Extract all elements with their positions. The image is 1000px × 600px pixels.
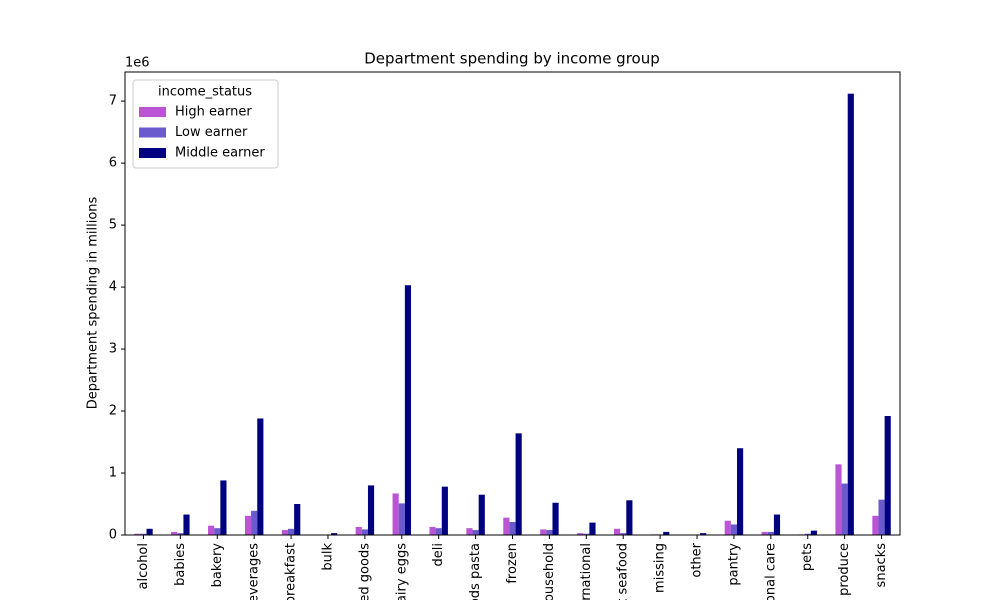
bar [613,528,621,535]
bar [361,529,368,535]
bar [847,93,854,535]
y-tick-label: 1 [109,466,117,481]
bar [730,524,738,535]
bar [503,517,510,535]
bar [737,448,744,535]
bar [257,418,264,535]
bar [773,514,781,535]
bar [251,510,258,535]
y-axis-label: Department spending in millions [86,196,101,409]
x-tick-label: dairy eggs [394,543,409,600]
x-tick-label: canned goods [357,543,372,600]
bar [214,528,221,535]
chart-title: Department spending by income group [364,50,660,68]
bar [294,504,301,535]
y-tick-label: 7 [109,94,117,109]
x-tick-label: bakery [210,543,225,588]
bar [466,528,473,535]
legend-swatch [139,107,166,117]
x-tick-label: international [579,543,594,600]
legend-swatch [139,127,166,138]
bar [331,533,338,535]
bar [872,515,879,535]
x-tick-label: beverages [247,543,262,600]
bar [171,531,178,535]
bar [355,526,362,535]
y-tick-label: 0 [109,528,117,543]
bar [835,464,842,535]
y-tick-label: 5 [109,218,117,233]
bar [441,486,448,535]
bar [367,485,375,535]
bar [281,530,288,535]
bar [140,533,147,535]
bar [626,500,633,535]
x-tick-label: other [690,542,705,577]
x-tick-label: produce [837,543,852,596]
bar [220,480,227,535]
y-tick-label: 3 [109,342,117,357]
bar [515,433,522,535]
x-tick-label: personal care [763,543,778,600]
y-tick-label: 2 [109,404,117,419]
offset-label: 1e6 [125,56,150,71]
x-tick-label: deli [431,543,446,566]
bar [183,514,190,535]
bar [884,415,891,535]
bar [392,493,399,535]
x-tick-label: dry goods pasta [468,543,483,600]
bar [589,522,596,535]
bar [724,520,731,535]
bar [134,533,141,535]
bar [583,533,590,535]
legend-label: High earner [175,105,252,120]
x-tick-label: meat seafood [616,543,631,600]
bar [429,526,436,535]
y-tick-label: 4 [109,280,117,295]
bar [577,533,584,535]
x-tick-label: alcohol [136,543,151,589]
x-tick-label: bulk [320,543,335,571]
bar [761,531,768,535]
bar [435,528,442,535]
bar [509,521,516,535]
bar [177,533,184,535]
bar [841,483,848,535]
x-tick-label: missing [653,543,668,593]
bar [208,525,215,535]
x-tick-label: household [542,543,557,600]
bar [404,285,412,535]
x-tick-label: frozen [505,543,520,584]
x-tick-label: pets [800,543,815,571]
x-tick-label: babies [173,543,188,586]
bar [663,531,670,535]
x-tick-label: pantry [726,543,741,586]
bar [700,533,707,535]
bar [878,499,885,535]
bar [146,528,153,535]
bar [552,502,559,535]
axes-frame [124,71,901,536]
bar [287,528,295,535]
legend-label: Low earner [175,125,248,140]
legend-label: Middle earner [175,146,265,161]
legend-swatch [139,148,166,158]
bar [810,530,817,535]
y-tick-label: 6 [109,156,117,171]
bar [472,530,479,535]
legend-title: income_status [158,85,252,100]
x-tick-label: snacks [874,543,889,588]
bar [398,503,405,535]
bar [620,533,627,535]
bar [244,515,252,535]
bar [546,530,553,535]
bar [767,531,774,535]
x-tick-label: breakfast [284,543,299,600]
bar [540,529,547,535]
legend-box [132,79,279,169]
bar [478,494,485,535]
bar [804,533,811,535]
